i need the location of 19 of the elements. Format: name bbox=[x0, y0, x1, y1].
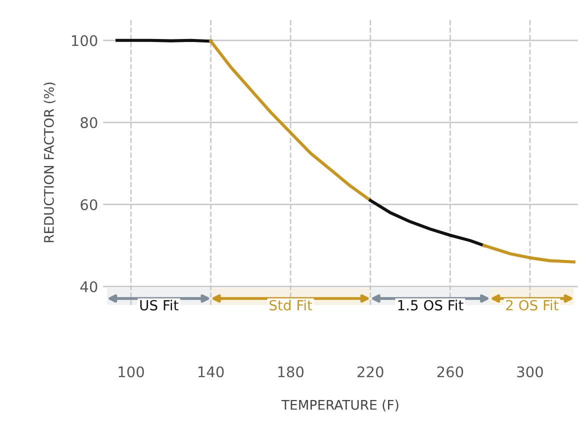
band-label: 1.5 OS Fit bbox=[398, 300, 464, 311]
line-series bbox=[209, 40, 372, 202]
x-tick-label: 260 bbox=[437, 366, 464, 378]
x-axis-title: TEMPERATURE (F) bbox=[281, 400, 398, 412]
y-tick-label: 60 bbox=[80, 199, 98, 210]
x-tick-label: 180 bbox=[278, 366, 304, 378]
band-label: US Fit bbox=[140, 300, 178, 311]
x-tick-label: 140 bbox=[198, 366, 224, 378]
y-tick-label: 100 bbox=[72, 35, 98, 46]
band-label: 2 OS Fit bbox=[506, 300, 558, 311]
y-axis-title: REDUCTION FACTOR (%) bbox=[44, 82, 56, 242]
line-series bbox=[482, 244, 576, 264]
y-tick-label: 80 bbox=[80, 117, 98, 128]
x-tick-label: 300 bbox=[517, 366, 543, 378]
band-label: Std Fit bbox=[270, 300, 312, 311]
x-tick-label: 220 bbox=[358, 366, 384, 378]
x-tick-label: 100 bbox=[118, 366, 144, 378]
y-tick-label: 40 bbox=[80, 281, 98, 292]
line-series bbox=[368, 198, 486, 248]
